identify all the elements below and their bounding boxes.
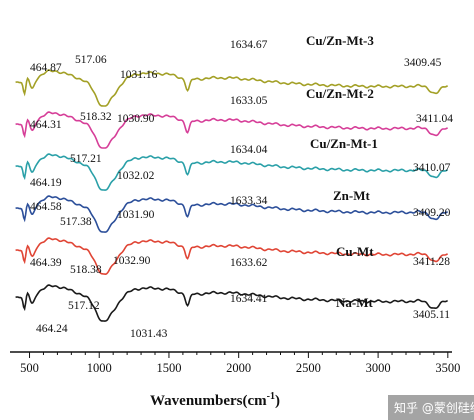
x-tick-label: 3500 [435, 361, 460, 375]
spectra [15, 69, 449, 322]
peak-label: 1634.67 [230, 39, 268, 51]
peak-label: 1633.34 [230, 195, 268, 207]
x-axis-label: Wavenumbers(cm-1) [150, 391, 280, 409]
peak-label: 517.21 [70, 153, 102, 165]
peak-label: 518.38 [70, 264, 102, 276]
peak-label: 3411.04 [416, 113, 453, 125]
x-tick-label: 2500 [296, 361, 321, 375]
peak-label: 1031.16 [120, 69, 158, 81]
peak-label: 3411.28 [413, 256, 450, 268]
x-tick-label: 2000 [226, 361, 251, 375]
watermark: 知乎 @蒙创硅纹 [394, 401, 474, 415]
series-line-cu-mt [15, 237, 449, 276]
peak-label: 464.31 [30, 119, 62, 131]
axes: 500 1000 1500 2000 2500 3000 3500 [10, 351, 460, 375]
x-tick-label: 500 [20, 361, 39, 375]
peak-label: 3409.20 [413, 207, 451, 219]
peak-label: 464.87 [30, 62, 62, 74]
series-name: Cu/Zn-Mt-2 [306, 86, 374, 101]
series-name: Zn-Mt [333, 188, 371, 203]
x-tick-label: 1000 [87, 361, 112, 375]
peak-label: 1031.43 [130, 328, 168, 340]
peak-annotations: Cu/Zn-Mt-3 464.87 517.06 1031.16 1634.67 3409… [30, 33, 453, 340]
x-tick-label: 1500 [156, 361, 181, 375]
peak-label: 464.39 [30, 257, 62, 269]
series-name: Cu/Zn-Mt-1 [310, 136, 378, 151]
peak-label: 1030.90 [117, 113, 155, 125]
peak-label: 517.38 [60, 216, 92, 228]
series-name: Cu/Zn-Mt-3 [306, 33, 374, 48]
peak-label: 3410.07 [413, 162, 451, 174]
x-tick-label: 3000 [366, 361, 391, 375]
series-name: Na-Mt [336, 295, 373, 310]
series-line-cu-zn-mt-2 [15, 111, 449, 149]
peak-label: 1031.90 [117, 209, 155, 221]
peak-label: 1634.04 [230, 144, 268, 156]
series-line-na-mt [15, 284, 449, 322]
peak-label: 1634.41 [230, 293, 268, 305]
peak-label: 517.06 [75, 54, 107, 66]
peak-label: 3405.11 [413, 309, 450, 321]
peak-label: 464.24 [36, 323, 68, 335]
peak-label: 3409.45 [404, 57, 442, 69]
peak-label: 518.32 [80, 111, 112, 123]
series-line-zn-mt [15, 195, 449, 233]
peak-label: 1032.90 [113, 255, 151, 267]
peak-label: 464.58 [30, 201, 62, 213]
series-line-cu-zn-mt-3 [15, 69, 449, 107]
peak-label: 1633.62 [230, 257, 268, 269]
peak-label: 1633.05 [230, 95, 268, 107]
watermark-bg [388, 395, 474, 420]
peak-label: 1032.02 [117, 170, 155, 182]
series-line-cu-zn-mt-1 [15, 153, 449, 191]
peak-label: 517.12 [68, 300, 100, 312]
peak-label: 464.19 [30, 177, 62, 189]
series-name: Cu-Mt [336, 244, 374, 259]
